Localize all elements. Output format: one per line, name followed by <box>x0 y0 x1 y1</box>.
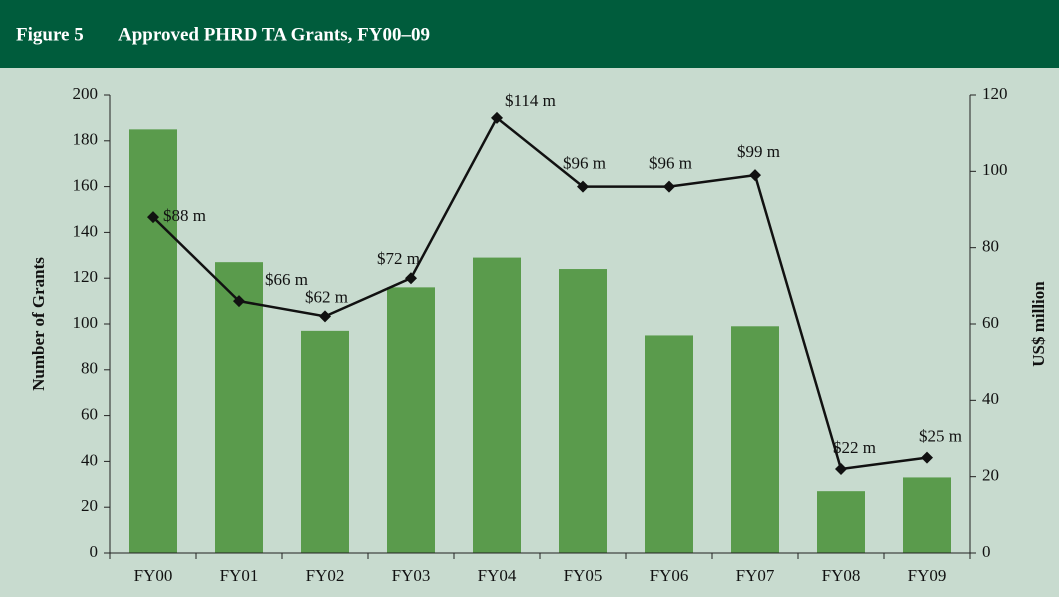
bar <box>129 129 177 553</box>
x-tick-label: FY01 <box>220 566 259 585</box>
x-tick-label: FY06 <box>650 566 689 585</box>
y-tick-label: 100 <box>73 313 99 332</box>
x-tick-label: FY09 <box>908 566 947 585</box>
line-marker <box>405 272 417 285</box>
line-marker <box>319 310 331 323</box>
header-band <box>0 0 1059 68</box>
data-label: $114 m <box>505 91 556 110</box>
figure-label: Figure 5 <box>16 24 84 45</box>
y2-tick-label: 0 <box>982 542 991 561</box>
line-marker <box>147 211 159 224</box>
data-label: $99 m <box>737 142 780 161</box>
y-tick-label: 60 <box>81 405 98 424</box>
bar <box>817 491 865 553</box>
y-tick-label: 200 <box>73 84 99 103</box>
y2-tick-label: 40 <box>982 389 999 408</box>
x-tick-label: FY00 <box>134 566 173 585</box>
y-tick-label: 120 <box>73 267 99 286</box>
x-tick-label: FY02 <box>306 566 345 585</box>
y2-tick-label: 100 <box>982 160 1008 179</box>
y-tick-label: 140 <box>73 221 99 240</box>
data-label: $62 m <box>305 287 348 306</box>
data-label: $25 m <box>919 426 962 445</box>
line-marker <box>835 463 847 476</box>
line-marker <box>491 111 503 124</box>
line-marker <box>663 180 675 193</box>
line-marker <box>749 169 761 182</box>
y-tick-label: 20 <box>81 496 98 515</box>
data-label: $72 m <box>377 249 420 268</box>
bar <box>645 335 693 553</box>
bar <box>301 330 349 553</box>
line-marker <box>921 451 933 464</box>
bar <box>559 269 607 553</box>
data-label: $88 m <box>163 206 206 225</box>
bar <box>215 262 263 553</box>
x-tick-label: FY07 <box>736 566 775 585</box>
y2-tick-label: 60 <box>982 313 999 332</box>
line-marker <box>233 295 245 308</box>
y-tick-label: 0 <box>90 542 99 561</box>
y-axis-label: Number of Grants <box>29 257 48 391</box>
y-tick-label: 180 <box>73 130 99 149</box>
line-marker <box>577 180 589 193</box>
bar <box>903 477 951 553</box>
y2-axis-label: US$ million <box>1029 281 1048 367</box>
x-tick-label: FY05 <box>564 566 603 585</box>
chart-title: Approved PHRD TA Grants, FY00–09 <box>118 24 430 45</box>
line <box>152 115 928 471</box>
y2-tick-label: 120 <box>982 84 1008 103</box>
data-label: $96 m <box>563 154 606 173</box>
y-tick-label: 160 <box>73 176 99 195</box>
bar <box>731 326 779 553</box>
x-tick-label: FY04 <box>478 566 517 585</box>
y-tick-label: 80 <box>81 359 98 378</box>
data-label: $22 m <box>833 438 876 457</box>
y-tick-label: 40 <box>81 450 98 469</box>
data-label: $66 m <box>265 270 308 289</box>
x-tick-label: FY08 <box>822 566 861 585</box>
bar <box>473 257 521 553</box>
y2-tick-label: 80 <box>982 237 999 256</box>
bar <box>387 287 435 553</box>
x-tick-label: FY03 <box>392 566 431 585</box>
y2-tick-label: 20 <box>982 466 999 485</box>
data-label: $96 m <box>649 154 692 173</box>
